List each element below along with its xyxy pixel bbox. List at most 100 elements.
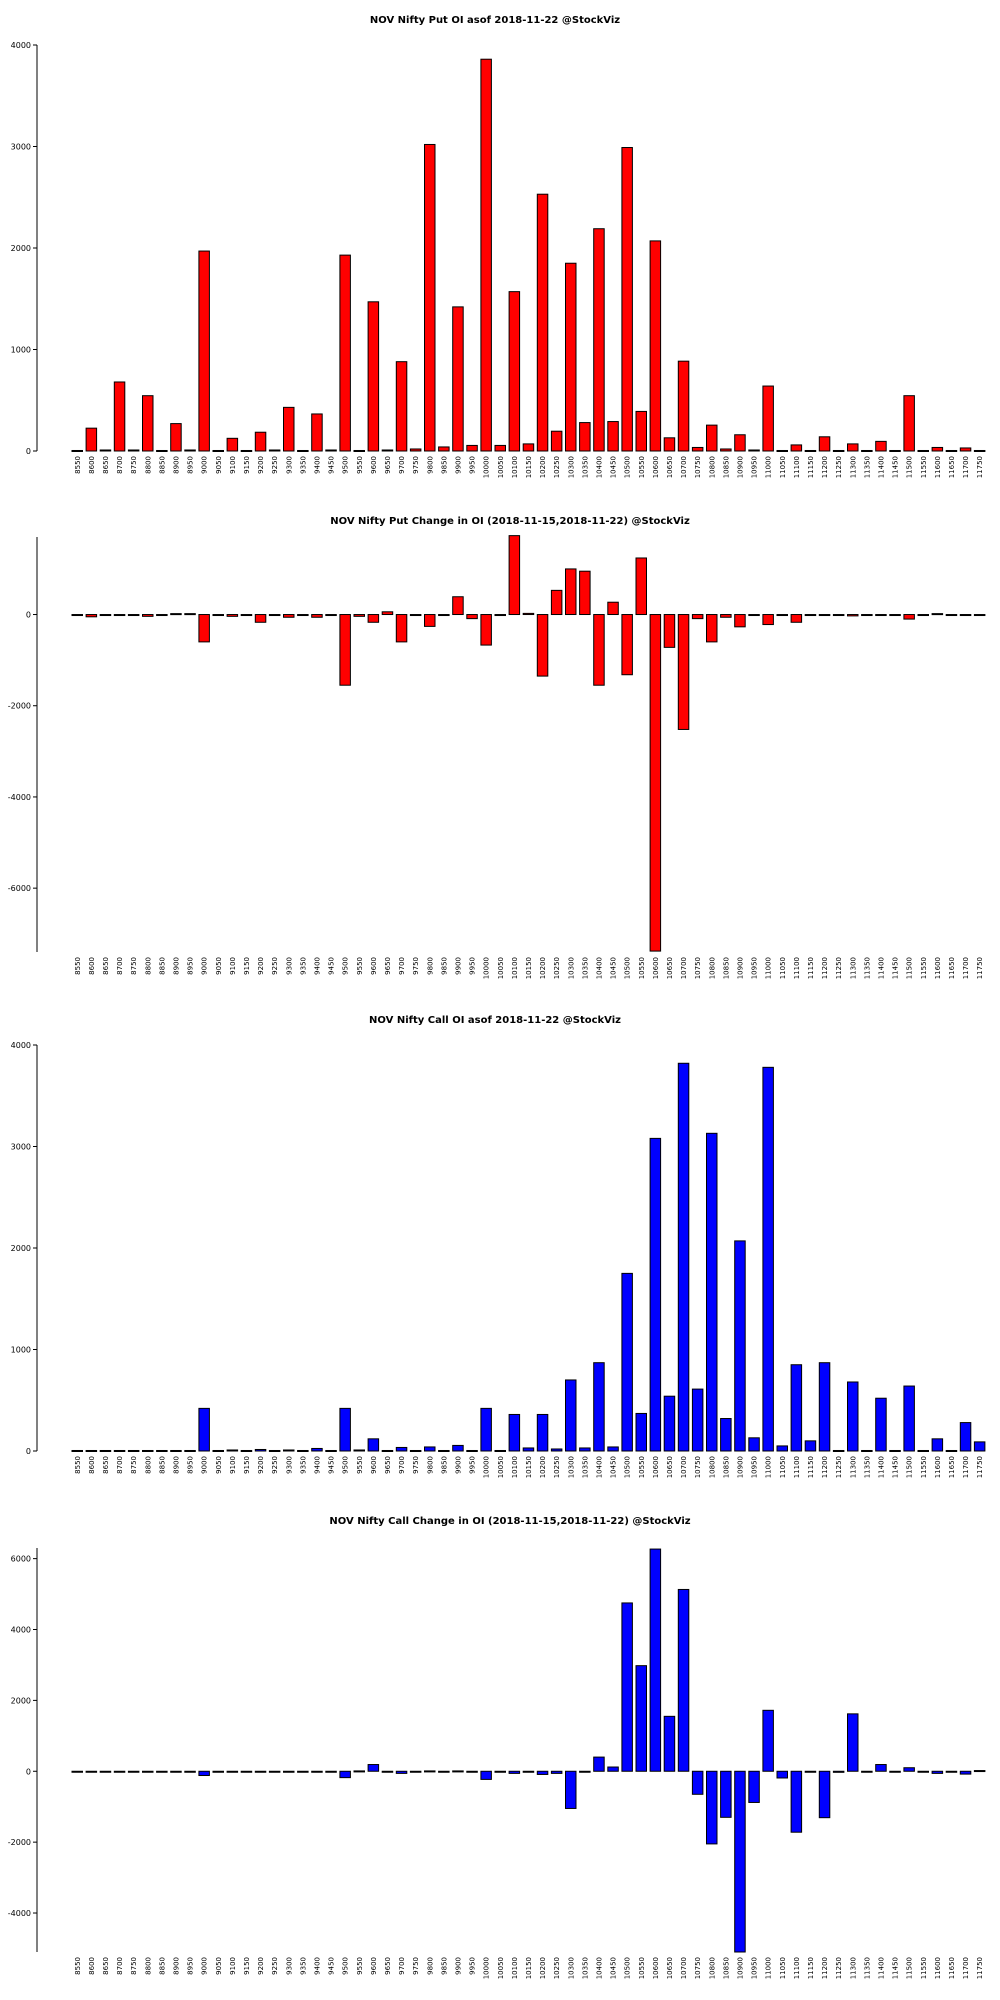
- x-tick-label: 8700: [116, 1957, 124, 1975]
- x-tick-label: 10950: [751, 957, 759, 979]
- bar: [804, 614, 817, 617]
- x-tick-label: 9050: [215, 1957, 223, 1975]
- bar: [283, 406, 295, 452]
- x-tick-label: 9300: [285, 456, 293, 474]
- bar: [424, 1770, 436, 1773]
- bar: [677, 1062, 690, 1452]
- x-tick-label: 8550: [74, 456, 82, 474]
- y-tick-label: 3000: [11, 1143, 31, 1152]
- x-tick-label: 10500: [624, 1957, 632, 1979]
- bar: [156, 449, 168, 452]
- x-tick-label: 10900: [736, 957, 744, 979]
- bar: [466, 1770, 478, 1773]
- bar: [424, 1446, 436, 1452]
- x-tick-label: 11150: [807, 1456, 815, 1478]
- x-tick-label: 11600: [934, 456, 942, 478]
- bar: [325, 614, 337, 617]
- bar: [973, 614, 986, 617]
- x-tick-label: 11750: [976, 957, 984, 979]
- x-tick-label: 8900: [172, 456, 180, 474]
- x-tick-label: 9100: [229, 456, 237, 474]
- bar: [607, 1766, 619, 1772]
- x-tick-label: 9900: [454, 1456, 462, 1474]
- x-tick-label: 10750: [694, 1456, 702, 1478]
- bar: [170, 613, 182, 616]
- x-tick-label: 8900: [172, 1456, 180, 1474]
- x-tick-label: 11600: [934, 1957, 942, 1979]
- x-tick-label: 8650: [102, 1456, 110, 1474]
- bar: [959, 1422, 972, 1452]
- bar: [945, 614, 958, 617]
- bar: [268, 449, 281, 452]
- bar: [184, 1770, 196, 1773]
- bar: [508, 1770, 521, 1774]
- bar: [973, 449, 986, 452]
- x-tick-label: 10950: [751, 1456, 759, 1478]
- chart-title: NOV Nifty Call OI asof 2018-11-22 @Stock…: [369, 1015, 621, 1026]
- x-tick-label: 10600: [652, 1456, 660, 1478]
- x-tick-label: 9900: [454, 1957, 462, 1975]
- x-tick-label: 9850: [440, 456, 448, 474]
- x-tick-label: 11500: [906, 456, 914, 478]
- put-oi-chart: NOV Nifty Put OI asof 2018-11-22 @StockV…: [11, 15, 986, 478]
- bar: [353, 614, 365, 617]
- x-tick-label: 10600: [652, 1957, 660, 1979]
- x-tick-label: 10650: [666, 957, 674, 979]
- bar: [466, 444, 478, 452]
- x-tick-label: 10750: [694, 456, 702, 478]
- x-tick-label: 11650: [948, 957, 956, 979]
- x-tick-label: 9900: [454, 456, 462, 474]
- bar: [254, 1770, 267, 1773]
- bar: [720, 448, 732, 452]
- bar: [494, 444, 506, 452]
- x-tick-label: 8550: [74, 957, 82, 975]
- y-tick-label: 0: [26, 447, 31, 456]
- x-tick-label: 9750: [412, 957, 420, 975]
- bar: [903, 1385, 915, 1452]
- bar: [536, 1413, 549, 1452]
- bar: [875, 1397, 887, 1452]
- x-tick-label: 8700: [116, 456, 124, 474]
- x-tick-label: 8600: [88, 1957, 96, 1975]
- bar: [381, 449, 394, 452]
- x-tick-label: 10850: [722, 456, 730, 478]
- x-tick-label: 9000: [201, 456, 209, 474]
- x-tick-label: 9700: [398, 456, 406, 474]
- bar: [847, 1713, 859, 1772]
- call-oi-chart: NOV Nifty Call OI asof 2018-11-22 @Stock…: [11, 1015, 986, 1478]
- x-tick-label: 8850: [158, 957, 166, 975]
- x-tick-label: 11050: [779, 1957, 787, 1979]
- x-tick-label: 10200: [539, 1456, 547, 1478]
- x-tick-label: 10700: [680, 456, 688, 478]
- bar: [438, 446, 450, 452]
- bar: [621, 614, 633, 676]
- x-tick-label: 10350: [581, 957, 589, 979]
- bar: [706, 1770, 718, 1845]
- bar: [85, 614, 98, 618]
- bar: [931, 446, 944, 452]
- bar: [889, 1449, 901, 1452]
- bar: [931, 1770, 944, 1774]
- bar: [99, 1770, 112, 1773]
- x-tick-label: 10500: [624, 1456, 632, 1478]
- x-tick-label: 9950: [469, 1456, 477, 1474]
- x-tick-label: 9550: [356, 1456, 364, 1474]
- x-tick-label: 10000: [483, 1957, 491, 1979]
- call-oi-change-chart: NOV Nifty Call Change in OI (2018-11-15,…: [8, 1516, 986, 1979]
- x-tick-label: 10050: [497, 1456, 505, 1478]
- bar: [734, 1770, 746, 1953]
- bar: [268, 614, 281, 617]
- x-tick-label: 9700: [398, 957, 406, 975]
- x-tick-label: 11500: [906, 1456, 914, 1478]
- bar: [409, 614, 422, 617]
- x-tick-label: 9950: [469, 456, 477, 474]
- x-tick-label: 9800: [426, 1456, 434, 1474]
- bar: [607, 1446, 619, 1452]
- x-tick-label: 10350: [581, 1957, 589, 1979]
- bar: [268, 1449, 281, 1452]
- bar: [297, 1449, 309, 1452]
- bar: [156, 614, 168, 617]
- x-tick-label: 9900: [454, 957, 462, 975]
- x-tick-label: 11400: [877, 456, 885, 478]
- x-tick-label: 10900: [736, 1957, 744, 1979]
